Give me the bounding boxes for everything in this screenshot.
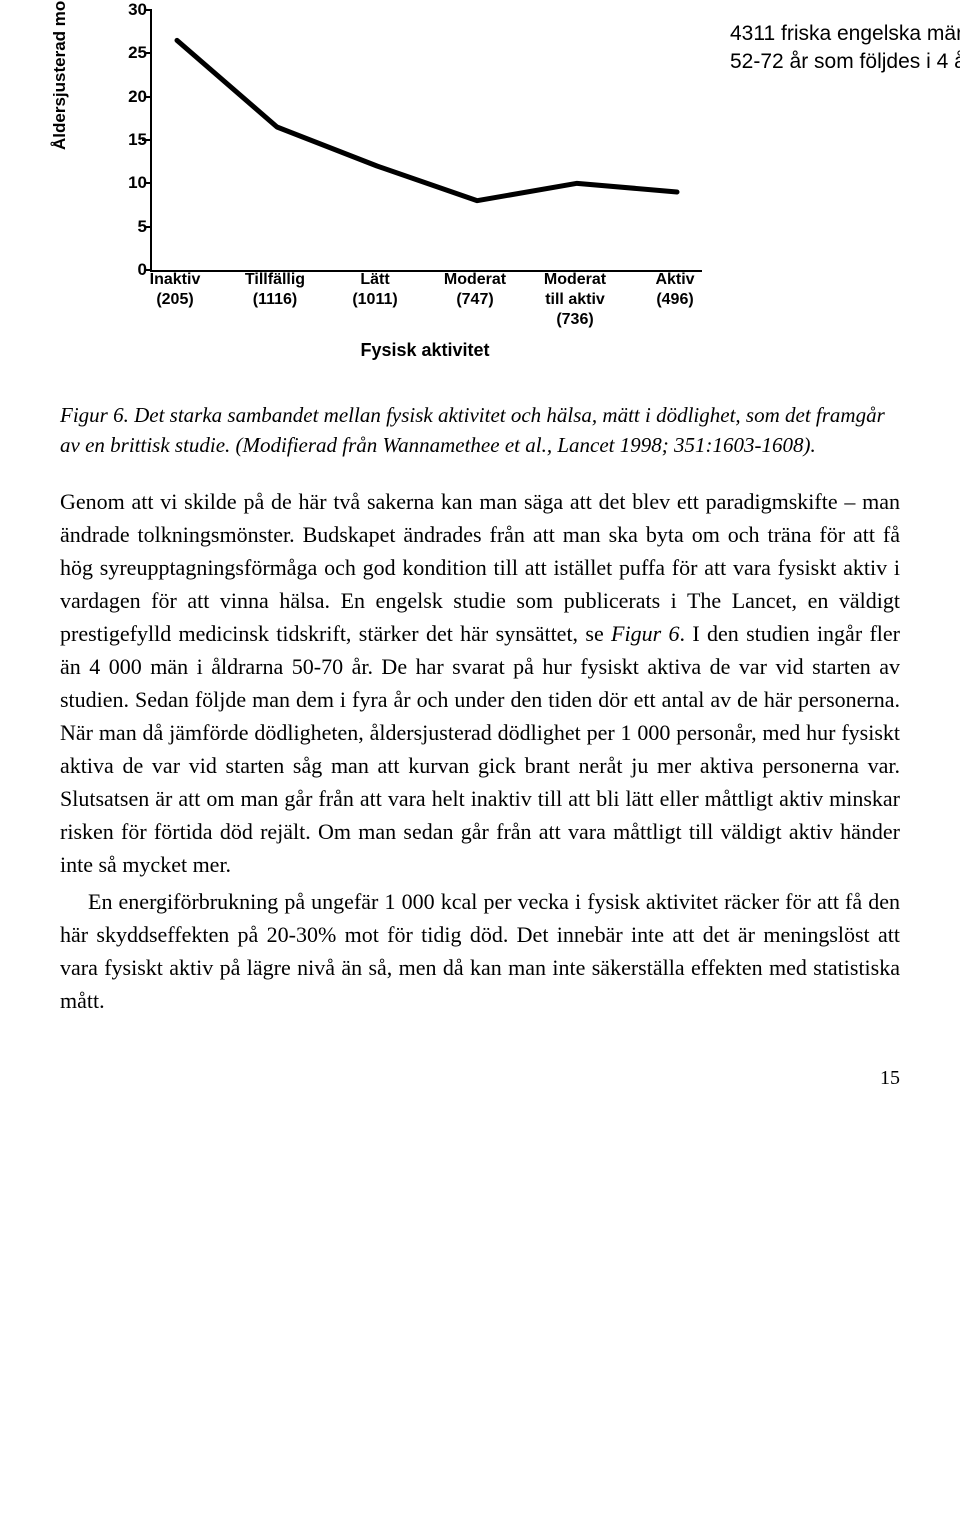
x-tick-label: Tillfällig(1116) <box>220 270 330 310</box>
plot-area: 051015202530 <box>150 10 702 272</box>
x-tick-label: Lätt(1011) <box>320 270 430 310</box>
y-tick-label: 30 <box>107 1 147 18</box>
x-axis-label: Fysisk aktivitet <box>150 340 700 361</box>
figure-reference: Figur 6 <box>611 621 679 646</box>
body-paragraph-2: En energiförbrukning på ungefär 1 000 kc… <box>60 885 900 1017</box>
figure-number: Figur 6. <box>60 403 129 427</box>
line-series <box>152 10 702 270</box>
y-tick-label: 10 <box>107 174 147 191</box>
y-tick-label: 25 <box>107 44 147 61</box>
y-tick-label: 20 <box>107 88 147 105</box>
caption-text: Det starka sambandet mellan fysisk aktiv… <box>60 403 885 457</box>
x-tick-label: Moderattill aktiv(736) <box>520 270 630 330</box>
x-tick-label: Moderat(747) <box>420 270 530 310</box>
x-tick-label: Inaktiv(205) <box>120 270 230 310</box>
page-number: 15 <box>60 1067 900 1090</box>
chart-annotation: 4311 friska engelska män 52-72 år som fö… <box>730 20 960 77</box>
y-tick-label: 15 <box>107 131 147 148</box>
y-tick-label: 5 <box>107 218 147 235</box>
body-paragraph-1: Genom att vi skilde på de här två sakern… <box>60 485 900 881</box>
y-axis-label: Åldersjusterad mortalitet/ 1000 person-å… <box>50 0 70 150</box>
figure-caption: Figur 6. Det starka sambandet mellan fys… <box>60 400 900 461</box>
mortality-chart: Åldersjusterad mortalitet/ 1000 person-å… <box>60 0 900 380</box>
x-tick-label: Aktiv(496) <box>620 270 730 310</box>
